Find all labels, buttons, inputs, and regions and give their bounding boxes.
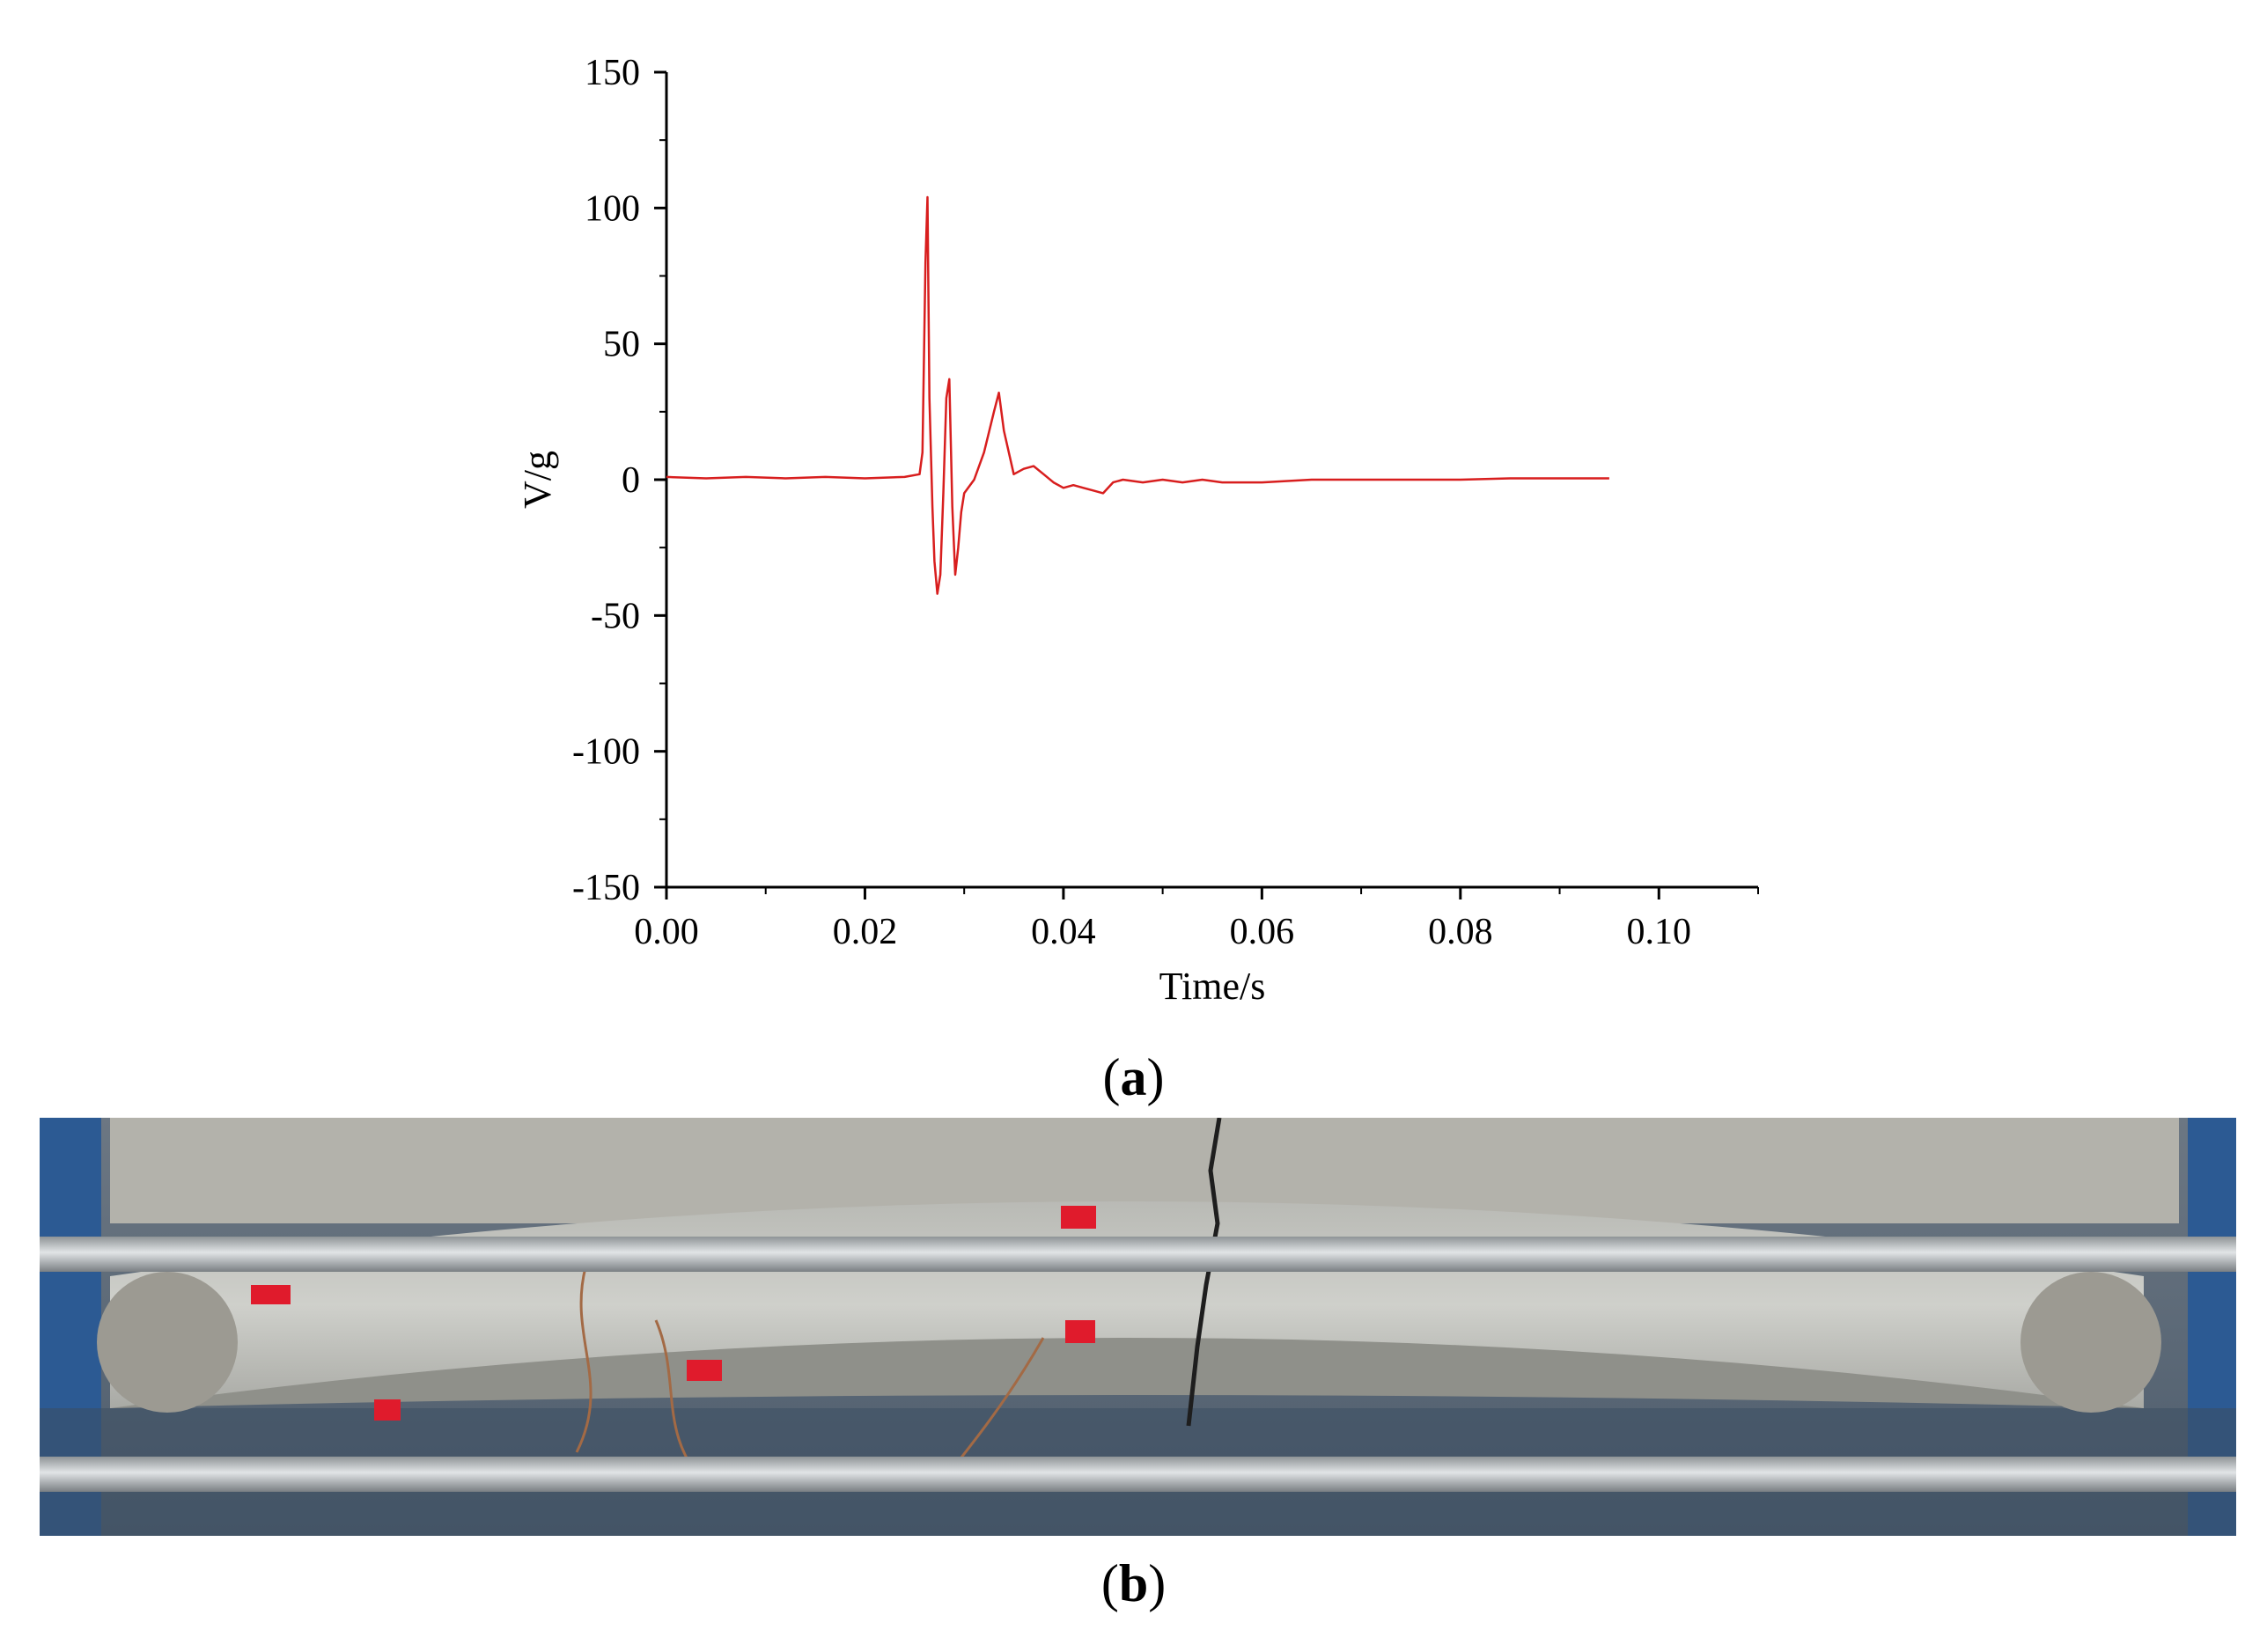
x-tick-label: 0.02 (833, 912, 898, 952)
x-tick-label: 0.08 (1428, 912, 1493, 952)
y-tick-label: -100 (572, 732, 640, 773)
beam-test-photo (40, 1118, 2236, 1536)
x-tick-label: 0.04 (1031, 912, 1096, 952)
caption-a-letter: a (1120, 1048, 1147, 1106)
caption-b: (b) (1100, 1554, 1167, 1612)
beam-photo-drawing (40, 1118, 2236, 1536)
y-tick-label: 150 (585, 53, 640, 93)
x-tick-label: 0.10 (1627, 912, 1692, 952)
caption-a: (a) (1102, 1048, 1165, 1106)
chart-series-layer (666, 195, 1609, 595)
series-line-0 (666, 195, 1609, 595)
y-tick-label: 50 (603, 325, 640, 365)
y-tick-label: -50 (591, 596, 640, 636)
x-tick-label: 0.06 (1230, 912, 1295, 952)
y-axis-title: V/g (516, 451, 559, 509)
chart-axes (665, 72, 1758, 889)
y-tick-label: -150 (572, 868, 640, 908)
caption-b-letter: b (1118, 1554, 1149, 1612)
y-tick-label: 0 (622, 460, 640, 501)
chart-ticks: 0.00 0.02 0.04 0.06 0.08 0.10 150 100 50 0 -50 -100… (572, 53, 1759, 952)
y-tick-label: 100 (585, 188, 640, 229)
x-tick-label: 0.00 (634, 912, 699, 952)
x-axis-title: Time/s (1159, 965, 1266, 1008)
